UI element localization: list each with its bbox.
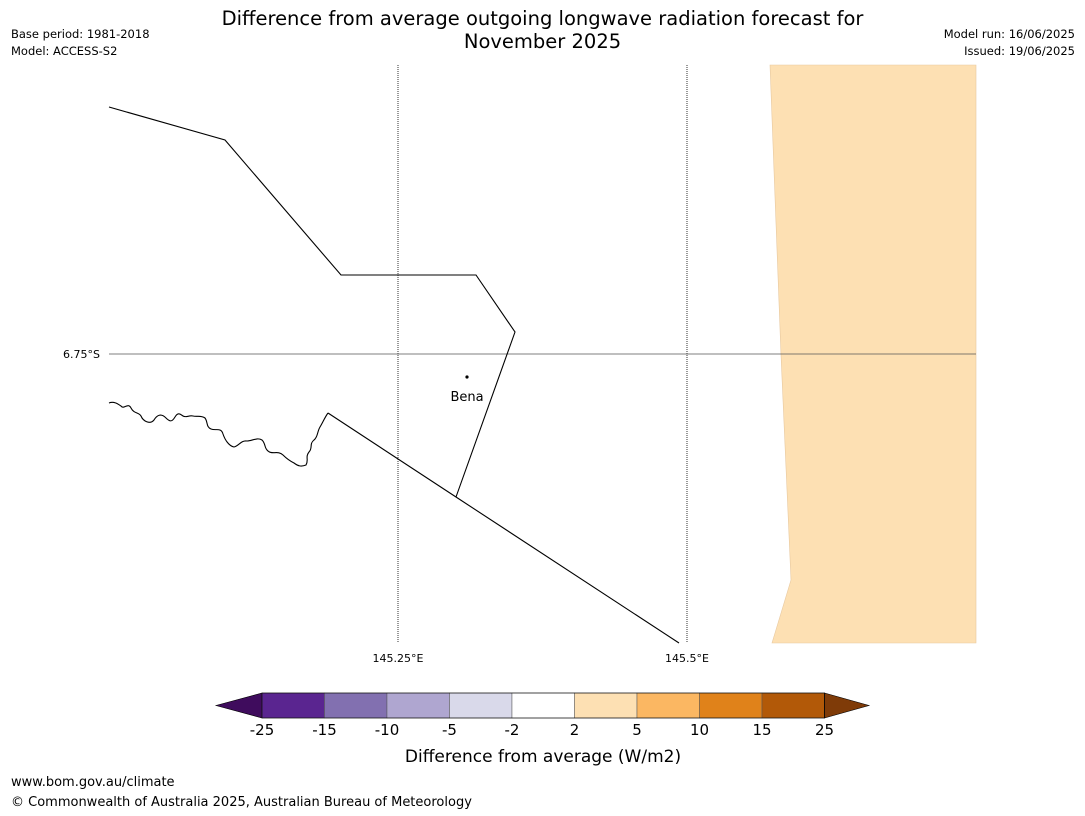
colorbar-tick: 2 (570, 721, 580, 739)
meta-right: Model run: 16/06/2025 Issued: 19/06/2025 (944, 26, 1075, 60)
colorbar-tick: -25 (250, 721, 275, 739)
chart-title: Difference from average outgoing longwav… (0, 7, 1085, 53)
colorbar-tick: -15 (312, 721, 337, 739)
province-boundary-west (108, 401, 329, 467)
colorbar-segment (386, 692, 450, 719)
title-line-1: Difference from average outgoing longwav… (221, 7, 864, 30)
colorbar-tick: 10 (690, 721, 709, 739)
lat-label: 6.75°S (63, 348, 100, 361)
colorbar-tick: -10 (375, 721, 400, 739)
footer-website: www.bom.gov.au/climate (11, 775, 175, 790)
colorbar-segment (261, 692, 325, 719)
title-line-2: November 2025 (463, 30, 622, 53)
colorbar-extend-low (214, 692, 263, 719)
issued-date: Issued: 19/06/2025 (964, 44, 1075, 58)
meta-left: Base period: 1981-2018 Model: ACCESS-S2 (11, 26, 150, 60)
colorbar-tick: 15 (752, 721, 771, 739)
colorbar-tick: 5 (632, 721, 642, 739)
colorbar-tick: -5 (442, 721, 457, 739)
town-marker-bena (465, 375, 469, 379)
model-run: Model run: 16/06/2025 (943, 27, 1075, 41)
colorbar-segment (761, 692, 825, 719)
colorbar-segment (511, 692, 575, 719)
lon-label-1: 145.25°E (373, 652, 424, 665)
colorbar-segment (699, 692, 763, 719)
colorbar-label: Difference from average (W/m2) (405, 747, 681, 767)
footer-copyright: © Commonwealth of Australia 2025, Austra… (11, 795, 472, 810)
colorbar-segment (324, 692, 388, 719)
colorbar: -25 -15 -10 -5 -2 2 5 10 15 25 Differenc… (214, 692, 871, 767)
province-boundary-north (108, 106, 516, 498)
town-label-bena: Bena (450, 390, 483, 405)
base-period: Base period: 1981-2018 (11, 27, 150, 41)
colorbar-segment (574, 692, 638, 719)
province-boundary-south (327, 412, 680, 644)
colorbar-outline (261, 692, 825, 719)
model-name: Model: ACCESS-S2 (11, 44, 118, 58)
colorbar-tick: -2 (505, 721, 520, 739)
lon-label-2: 145.5°E (665, 652, 709, 665)
colorbar-segment (636, 692, 700, 719)
colorbar-extend-high (824, 692, 871, 719)
colorbar-tick: 25 (815, 721, 834, 739)
colorbar-segment (449, 692, 513, 719)
